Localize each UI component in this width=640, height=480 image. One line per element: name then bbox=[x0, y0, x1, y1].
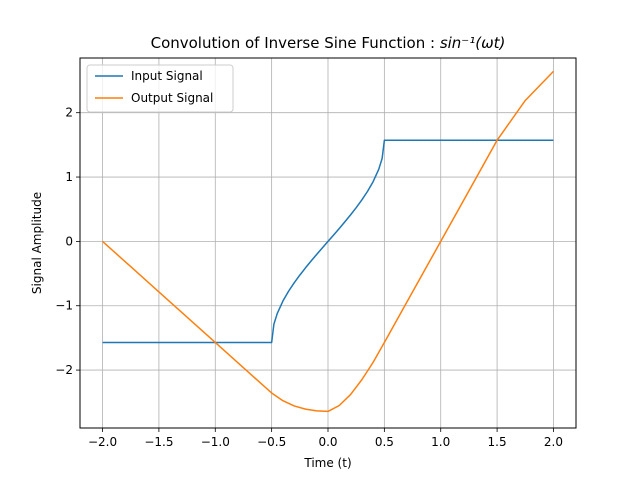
legend-label-output-signal: Output Signal bbox=[131, 91, 213, 105]
x-tick-label: −1.5 bbox=[144, 435, 173, 449]
y-tick-label: 0 bbox=[65, 234, 73, 248]
axis-ticks: −2.0 −1.5 −1.0 −0.5 0.0 0.5 1.0 1.5 2.0 −2 −1 0 1 2 bbox=[55, 106, 563, 449]
y-tick-label: −2 bbox=[55, 363, 73, 377]
x-tick-label: −1.0 bbox=[201, 435, 230, 449]
plot-series bbox=[102, 70, 554, 413]
x-tick-label: −0.5 bbox=[257, 435, 286, 449]
chart-title: Convolution of Inverse Sine Function : s… bbox=[151, 34, 506, 52]
x-tick-label: 1.0 bbox=[431, 435, 450, 449]
y-axis-label: Signal Amplitude bbox=[30, 192, 44, 294]
y-tick-label: −1 bbox=[55, 299, 73, 313]
y-tick-label: 2 bbox=[65, 106, 73, 120]
x-tick-label: 1.5 bbox=[488, 435, 507, 449]
x-tick-label: 2.0 bbox=[544, 435, 563, 449]
x-tick-label: 0.5 bbox=[375, 435, 394, 449]
chart-title-text: Convolution of Inverse Sine Function : bbox=[151, 34, 440, 52]
legend: Input Signal Output Signal bbox=[86, 64, 234, 113]
series-line-input-signal bbox=[102, 139, 554, 344]
series-line-output-signal bbox=[102, 70, 554, 413]
y-tick-label: 1 bbox=[65, 170, 73, 184]
grid bbox=[80, 58, 576, 428]
x-tick-label: −2.0 bbox=[88, 435, 117, 449]
chart-title-math: sin⁻¹(ωt) bbox=[440, 34, 506, 52]
legend-box bbox=[86, 64, 234, 113]
x-axis-label: Time (t) bbox=[303, 456, 351, 470]
legend-label-input-signal: Input Signal bbox=[131, 69, 203, 83]
x-tick-label: 0.0 bbox=[318, 435, 337, 449]
